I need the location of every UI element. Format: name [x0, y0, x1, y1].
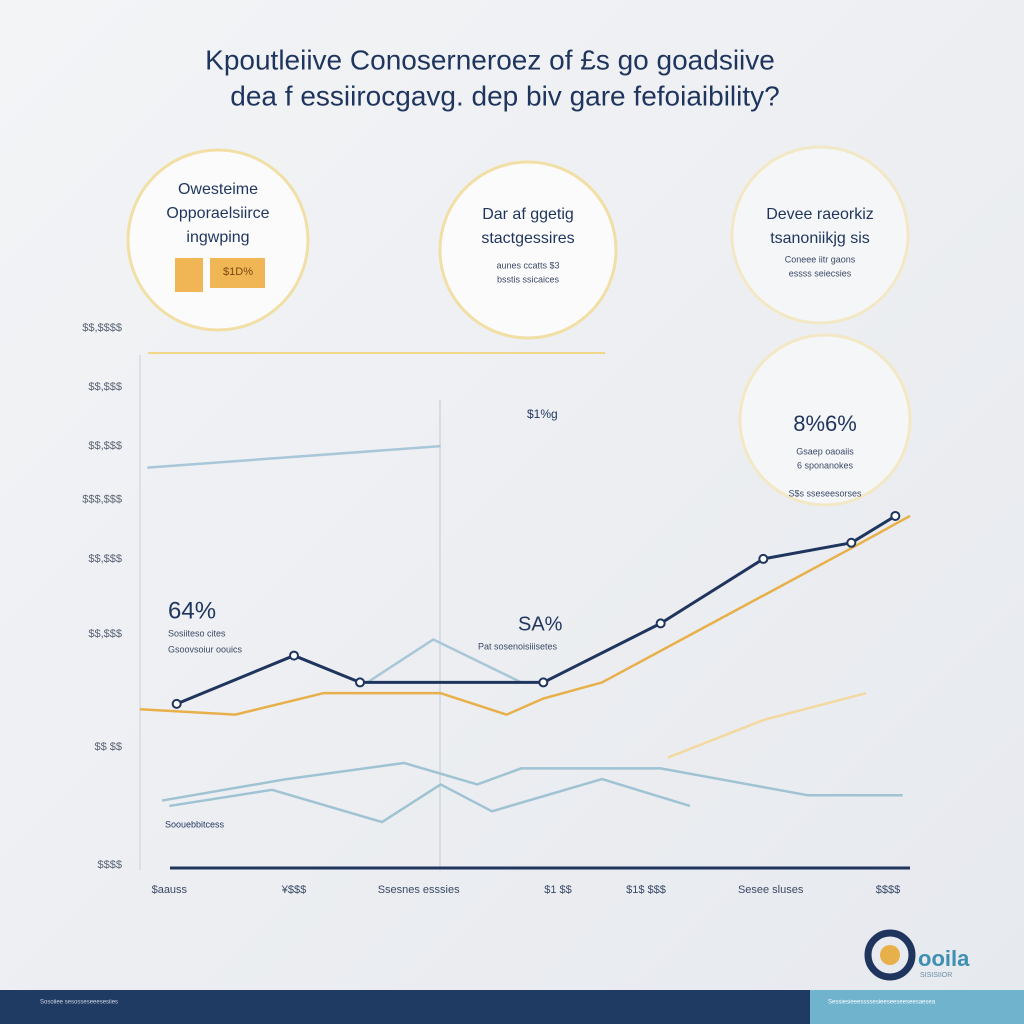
point [289, 650, 299, 661]
y-tick-label: $$$$ [98, 859, 122, 871]
x-tick-label: $$$$ [876, 884, 900, 896]
footer-text: Sessiesieeessssesieeseeseeseesaesea [828, 1000, 936, 1006]
point [171, 698, 182, 709]
badge-block [210, 258, 265, 288]
point [846, 537, 857, 548]
card-circle [730, 145, 910, 325]
card-heading: tsanoniikjg sis [770, 230, 870, 247]
x-tick-label: Ssesnes esssies [378, 884, 460, 896]
y-tick-label: $$ $$ [94, 741, 122, 753]
card-circle [738, 333, 912, 507]
y-tick-label: $$,$$$ [88, 553, 122, 565]
series-line [161, 761, 903, 802]
logo-mark [880, 945, 900, 965]
point [655, 618, 666, 629]
card-note: Gsaep oaoaiis [796, 446, 854, 456]
series-line [667, 691, 867, 759]
annotation-note: Sosiiteso cites [168, 628, 226, 638]
y-tick-label: $$,$$$ [88, 381, 122, 393]
annotation: 64% [168, 597, 216, 624]
card-heading: Owesteime [178, 181, 258, 198]
card-note: aunes ccatts $3 [496, 260, 559, 270]
y-tick-label: $$$,$$$ [82, 494, 122, 506]
card-heading: stactgessires [481, 230, 574, 247]
x-tick-label: $1 $$ [544, 884, 572, 896]
point [758, 553, 769, 564]
footer-bar [0, 990, 810, 1024]
series-line [366, 638, 522, 684]
footer-bar [810, 990, 1024, 1024]
logo-tagline: SISISIIOR [920, 972, 952, 979]
card-badge: $1D% [223, 266, 253, 278]
series-line [176, 514, 897, 706]
x-tick-label: $aauss [152, 884, 188, 896]
card-heading: ingwping [186, 229, 249, 246]
series-line [139, 514, 911, 716]
x-tick-label: Sesee sluses [738, 884, 804, 896]
annotation-note: Gsoovsoiur oouics [168, 644, 243, 654]
logo-mark [864, 929, 916, 981]
card-note: bsstis ssicaices [497, 274, 560, 284]
annotation: SA% [518, 613, 563, 635]
y-tick-label: $$,$$$$ [82, 322, 122, 334]
plot [139, 352, 910, 870]
x-tick-label: $1$ $$$ [626, 884, 666, 896]
card-note: 6 sponanokes [797, 460, 854, 470]
point [538, 677, 549, 688]
title: Kpoutleiive Conoserneroez of £s go goads… [205, 44, 775, 75]
title: dea f essiirocgavg. dep biv gare fefoiai… [230, 80, 779, 111]
card-heading: 8%6% [793, 411, 857, 436]
card-note: Coneee iitr gaons [785, 254, 856, 264]
card-note: S$s sseseesorses [788, 488, 862, 498]
card-heading: Devee raeorkiz [766, 206, 874, 223]
footer-text: Sosoiiee sesosseseeesesiies [40, 1000, 118, 1006]
annotation: Soouebbitcess [165, 819, 225, 829]
point [355, 677, 365, 688]
badge-block [175, 258, 203, 292]
cards [126, 145, 912, 507]
logo-name: ooila [918, 946, 970, 971]
series-line [147, 444, 441, 469]
card-heading: Dar af ggetig [482, 206, 574, 223]
x-tick-label: ¥$$$ [281, 884, 306, 896]
point [890, 510, 901, 521]
y-tick-label: $$,$$$ [88, 628, 122, 640]
card-heading: Opporaelsiirce [166, 205, 269, 222]
y-tick-label: $$,$$$ [88, 440, 122, 452]
card-circle [438, 160, 618, 340]
annotation-note: Pat sosenoisiiisetes [478, 641, 558, 651]
series-line [169, 777, 691, 824]
annotation: $1%g [527, 407, 558, 421]
card-note: essss seiecsies [789, 268, 852, 278]
